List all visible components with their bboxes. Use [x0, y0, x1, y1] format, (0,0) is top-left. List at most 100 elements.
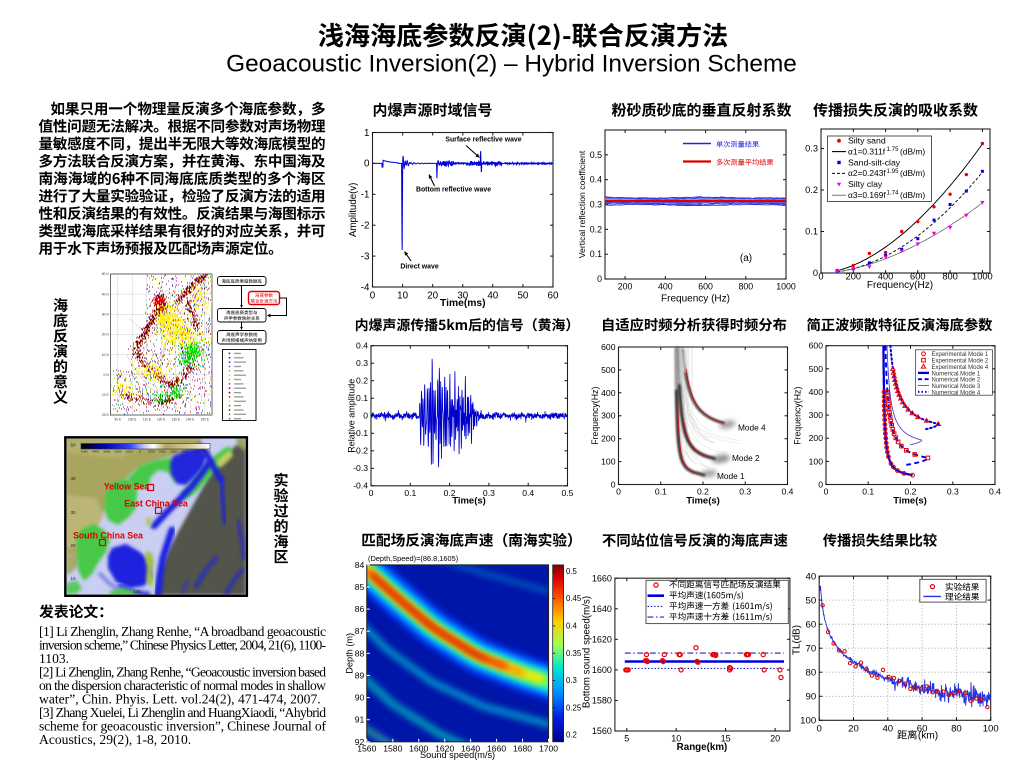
svg-text:40 N: 40 N: [102, 292, 109, 296]
svg-text:0.1: 0.1: [590, 249, 602, 259]
svg-text:0: 0: [817, 723, 822, 734]
svg-text:200: 200: [846, 272, 862, 282]
svg-text:400: 400: [809, 387, 824, 397]
svg-text:Time(s): Time(s): [686, 496, 720, 507]
svg-text:500: 500: [809, 364, 824, 374]
svg-text:Mode 1: Mode 1: [717, 471, 745, 481]
svg-text:0: 0: [597, 274, 602, 284]
svg-text:[3] Zhang Xuelei, Li Zhenglin: [3] Zhang Xuelei, Li Zhenglin and HuangX…: [39, 705, 326, 720]
svg-text:Experimental Mode 4: Experimental Mode 4: [932, 365, 989, 371]
svg-text:0.3: 0.3: [739, 487, 751, 497]
svg-text:20 N: 20 N: [102, 333, 109, 337]
svg-text:150 E: 150 E: [201, 418, 209, 422]
svg-text:40: 40: [882, 723, 893, 734]
svg-text:(km): (km): [918, 731, 938, 742]
svg-text:0: 0: [818, 272, 823, 282]
svg-text:10: 10: [397, 290, 408, 301]
svg-text:30: 30: [70, 510, 76, 515]
svg-text:0.3: 0.3: [805, 144, 818, 154]
svg-text:1560: 1560: [357, 743, 376, 753]
svg-text:α1=0.311f: α1=0.311f: [848, 146, 886, 156]
svg-text:0.1: 0.1: [404, 488, 416, 498]
svg-text:1103.: 1103.: [39, 651, 69, 666]
svg-text:5: 5: [624, 734, 629, 744]
svg-text:10 N: 10 N: [102, 353, 109, 357]
svg-text:85: 85: [355, 582, 365, 592]
svg-text:30: 30: [457, 290, 468, 301]
svg-text:50 N: 50 N: [102, 272, 109, 276]
svg-text:1.95: 1.95: [887, 168, 900, 175]
svg-text:0: 0: [369, 488, 374, 498]
svg-text:-4000: -4000: [91, 450, 99, 454]
svg-text:-3: -3: [361, 251, 370, 262]
svg-text:Frequency(Hz): Frequency(Hz): [793, 387, 803, 445]
svg-text:Sound speed(m/s): Sound speed(m/s): [420, 750, 495, 760]
svg-text:9000: 9000: [204, 450, 211, 454]
svg-text:0: 0: [139, 450, 141, 454]
svg-text:1.75: 1.75: [887, 146, 900, 153]
svg-text:Mode 2: Mode 2: [732, 453, 760, 463]
svg-text:70: 70: [806, 644, 817, 655]
svg-text:1700: 1700: [539, 743, 558, 753]
svg-text:-0.2: -0.2: [353, 446, 368, 456]
svg-text:1580: 1580: [592, 696, 612, 706]
svg-text:0: 0: [813, 268, 818, 278]
svg-text:-1000: -1000: [125, 450, 133, 454]
svg-text:(a): (a): [740, 253, 752, 264]
svg-text:0.2: 0.2: [697, 487, 709, 497]
svg-text:100: 100: [800, 716, 816, 727]
svg-text:100: 100: [983, 723, 999, 734]
svg-text:90: 90: [806, 692, 817, 703]
svg-text:0.2: 0.2: [444, 488, 456, 498]
svg-text:Experimental Mode 2: Experimental Mode 2: [932, 359, 989, 365]
svg-text:Frequency(Hz): Frequency(Hz): [590, 387, 600, 445]
svg-text:Range(km): Range(km): [677, 742, 728, 753]
svg-text:0 N: 0 N: [104, 373, 110, 377]
svg-text:600: 600: [910, 272, 926, 282]
svg-text:1640: 1640: [461, 743, 480, 753]
svg-text:-6000: -6000: [80, 450, 88, 454]
svg-text:60: 60: [548, 290, 559, 301]
svg-text:Direct wave: Direct wave: [400, 264, 438, 271]
svg-text:-3000: -3000: [103, 450, 111, 454]
svg-text:Numerical Mode 2: Numerical Mode 2: [932, 378, 981, 384]
svg-text:0.4: 0.4: [522, 488, 534, 498]
svg-text:87: 87: [355, 626, 365, 636]
svg-text:1560: 1560: [592, 726, 612, 736]
svg-text:40: 40: [70, 476, 76, 481]
svg-text:-0.4: -0.4: [353, 481, 368, 491]
svg-text:Acoustics, 29(2), 1-8, 2010.: Acoustics, 29(2), 1-8, 2010.: [39, 732, 191, 748]
svg-text:100: 100: [809, 456, 824, 466]
svg-text:0: 0: [364, 159, 370, 170]
svg-text:Depth (m): Depth (m): [345, 633, 355, 674]
svg-text:100: 100: [601, 457, 616, 467]
svg-text:89: 89: [355, 671, 365, 681]
svg-text:water”, Chin. Phyis. Lett. vol: water”, Chin. Phyis. Lett. vol.24(2), 47…: [39, 692, 321, 708]
svg-text:0.4: 0.4: [566, 622, 578, 631]
svg-text:Silty clay: Silty clay: [848, 179, 883, 189]
svg-text:East China Sea: East China Sea: [124, 499, 188, 509]
svg-text:1660: 1660: [592, 573, 612, 583]
svg-text:α3=0.169f: α3=0.169f: [848, 190, 886, 200]
svg-text:10: 10: [70, 576, 76, 581]
svg-text:1660: 1660: [487, 743, 506, 753]
svg-text:7000: 7000: [193, 450, 200, 454]
svg-text:0: 0: [824, 487, 829, 497]
svg-text:(Depth,Speed)=(86.8,1605): (Depth,Speed)=(86.8,1605): [368, 554, 458, 563]
svg-text:110 E: 110 E: [143, 418, 151, 422]
svg-text:0.3: 0.3: [483, 488, 495, 498]
svg-text:86: 86: [355, 604, 365, 614]
svg-text:100 E: 100 E: [128, 418, 136, 422]
svg-text:-0.3: -0.3: [353, 463, 368, 473]
svg-text:Silty sand: Silty sand: [848, 136, 886, 146]
svg-text:140 E: 140 E: [186, 418, 194, 422]
svg-text:60: 60: [917, 723, 928, 734]
svg-text:0.2: 0.2: [590, 224, 602, 234]
svg-text:(dB/m): (dB/m): [900, 146, 925, 156]
svg-text:1000: 1000: [148, 450, 155, 454]
svg-text:0.1: 0.1: [805, 227, 818, 237]
svg-text:600: 600: [601, 342, 616, 352]
svg-text:15: 15: [721, 734, 731, 744]
svg-text:TL(dB): TL(dB): [792, 625, 803, 655]
svg-text:Sand-silt-clay: Sand-silt-clay: [848, 157, 901, 167]
